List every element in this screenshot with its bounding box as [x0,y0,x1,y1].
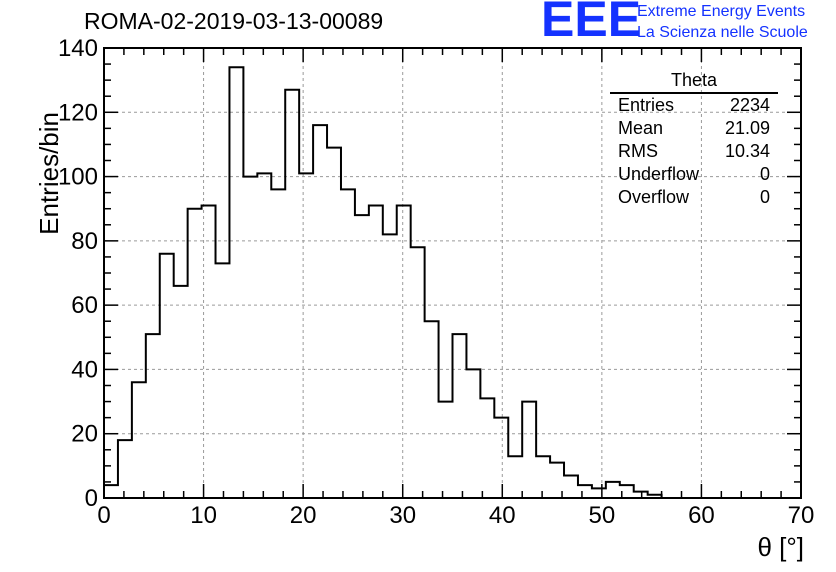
histogram-bin [104,485,118,498]
histogram-bin [606,482,620,498]
logo-subtitle-1: Extreme Energy Events [637,3,806,20]
stats-value: 0 [759,187,770,207]
histogram-bin [299,173,313,498]
histogram-bin [508,456,522,498]
stats-label: Overflow [618,187,690,207]
stats-label: Underflow [618,164,700,184]
histogram-bin [550,463,564,498]
histogram-bin [620,485,634,498]
histogram-bin [202,206,216,499]
y-tick-label: 140 [58,35,98,62]
histogram-bin [118,440,132,498]
x-tick-label: 40 [489,502,516,529]
stats-row-overflow: Overflow 0 [610,186,778,209]
logo-subtitle-2: La Scienza nelle Scuole [637,24,808,41]
stats-title: Theta [610,70,778,94]
stats-label: Entries [618,95,675,115]
histogram-bin [369,206,383,499]
histogram-bin [160,254,174,498]
x-tick-label: 70 [788,502,815,529]
histogram-bin [494,418,508,498]
histogram-bin [522,402,536,498]
histogram-bin [216,263,230,498]
histogram-bin [271,189,285,498]
histogram-bin [355,215,369,498]
x-tick-label: 60 [688,502,715,529]
histogram-bin [243,177,257,498]
histogram-bin [174,286,188,498]
histogram-bin [592,488,606,498]
histogram-bin [564,476,578,499]
histogram-bin [229,67,243,498]
stats-value: 10.34 [724,141,770,161]
histogram-bin [327,148,341,498]
x-axis-label: θ [°] [757,532,804,562]
y-tick-label: 0 [85,485,98,512]
stats-row-rms: RMS 10.34 [610,140,778,163]
histogram-bin [578,485,592,498]
histogram-bin [397,206,411,499]
y-tick-label: 20 [71,421,98,448]
chart-title: ROMA-02-2019-03-13-00089 [84,8,384,34]
histogram-bin [341,189,355,498]
histogram-bin [257,173,271,498]
y-tick-label: 100 [58,164,98,191]
histogram-bin [466,369,480,498]
stats-value: 21.09 [724,118,770,138]
x-tick-label: 0 [97,502,110,529]
y-tick-label: 40 [71,356,98,383]
x-tick-label: 20 [290,502,317,529]
y-axis-label: Entries/bin [34,112,64,235]
stats-label: Mean [618,118,664,138]
histogram-bin [313,125,327,498]
y-tick-label: 80 [71,228,98,255]
plot-frame [103,47,802,499]
x-tick-label: 50 [589,502,616,529]
histogram-bin [536,456,550,498]
histogram-bin [453,334,467,498]
stats-value: 0 [759,164,770,184]
stats-row-entries: Entries 2234 [610,94,778,117]
y-tick-label: 120 [58,99,98,126]
histogram-bin [439,402,453,498]
histogram-line [103,66,663,498]
stats-value: 2234 [729,95,770,115]
y-tick-label: 60 [71,292,98,319]
stats-row-underflow: Underflow 0 [610,163,778,186]
histogram-bin [480,398,494,498]
stats-label: RMS [618,141,658,161]
stats-box: Theta Entries 2234 Mean 21.09 RMS 10.34 … [610,70,778,209]
histogram-bin [411,247,425,498]
eee-logo: EEE [541,0,642,47]
stats-row-mean: Mean 21.09 [610,117,778,140]
x-tick-label: 30 [389,502,416,529]
histogram-bin [146,334,160,498]
histogram-bin [188,209,202,498]
histogram-bin [285,90,299,498]
histogram-bin [425,321,439,498]
histogram-bin [383,234,397,498]
histogram-bin [132,382,146,498]
x-tick-label: 10 [190,502,217,529]
